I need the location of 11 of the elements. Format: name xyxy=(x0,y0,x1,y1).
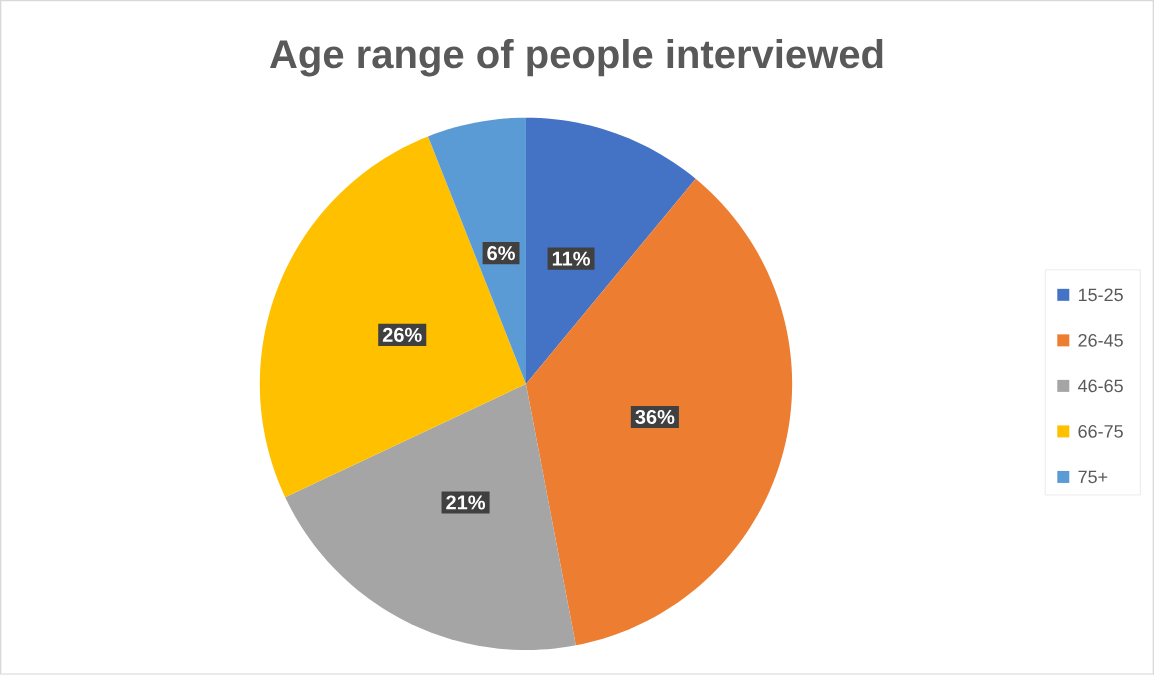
data-label: 6% xyxy=(487,246,515,261)
legend-label: 15-25 xyxy=(1078,288,1123,302)
data-label: 26% xyxy=(382,327,422,343)
data-label: 21% xyxy=(446,495,486,510)
legend-label: 26-45 xyxy=(1078,334,1123,347)
legend-label: 46-65 xyxy=(1077,379,1123,393)
chart-title: Age range of people interviewed xyxy=(269,39,883,77)
legend-label: 66-75 xyxy=(1078,425,1123,438)
data-label: 11% xyxy=(552,251,590,266)
data-label: 36% xyxy=(635,410,675,425)
legend-label: 75+ xyxy=(1078,470,1108,484)
